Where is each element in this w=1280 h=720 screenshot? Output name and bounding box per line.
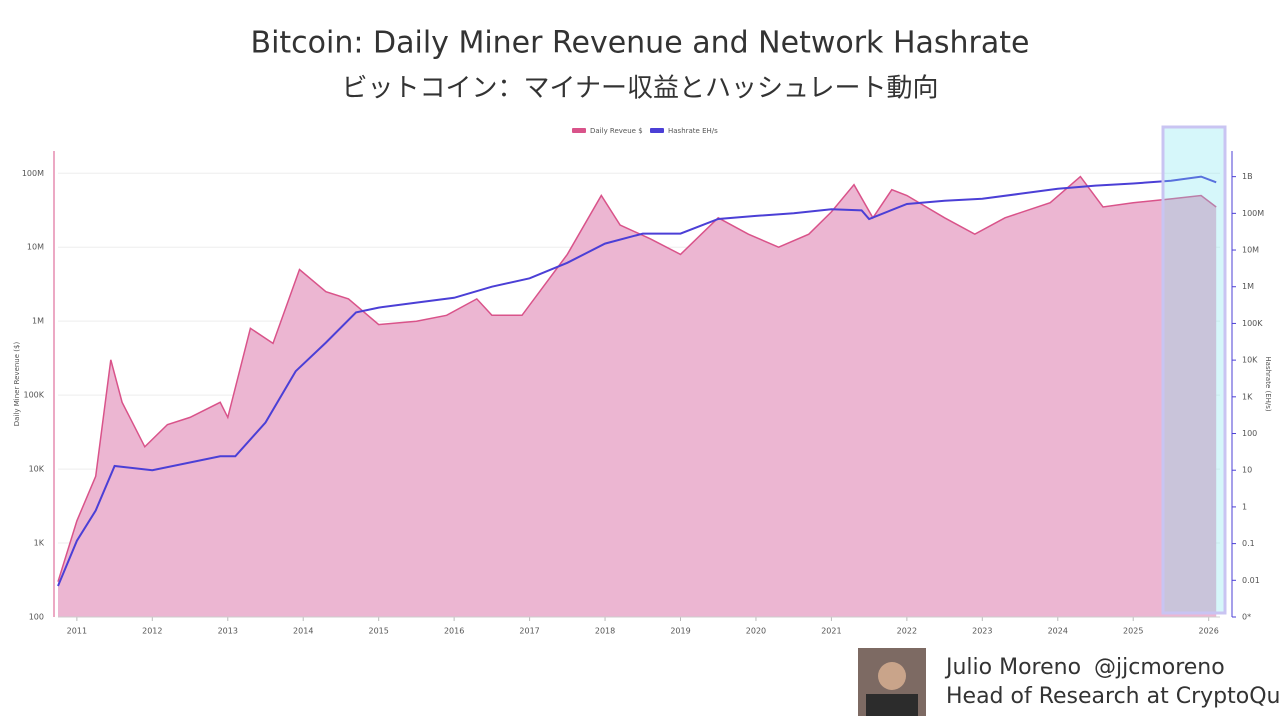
y2-tick-label: 1K — [1242, 392, 1253, 401]
author-handle: @jjcmoreno — [1094, 655, 1225, 680]
y-tick-label: 1M — [32, 317, 44, 326]
x-tick-label: 2025 — [1123, 627, 1143, 636]
title: Bitcoin: Daily Miner Revenue and Network… — [250, 26, 1029, 61]
x-tick-label: 2020 — [746, 627, 766, 636]
highlight-box — [1161, 125, 1227, 615]
author-photo-face — [878, 662, 906, 690]
y-tick-label: 10K — [29, 465, 45, 474]
author-photo-body — [866, 694, 918, 716]
x-tick-label: 2016 — [444, 627, 464, 636]
y-tick-label: 1K — [34, 539, 45, 548]
y2-tick-label: 1 — [1242, 502, 1247, 511]
author-role: Head of Research at CryptoQuant — [946, 684, 1280, 709]
y2-tick-label: 0.01 — [1242, 576, 1260, 585]
y2-tick-label: 10M — [1242, 246, 1259, 255]
y2-axis-label: Hashrate (EH/s) — [1264, 356, 1272, 412]
legend-label: Daily Reveue $ — [590, 127, 643, 135]
y-axis-label: Daily Miner Revenue ($) — [13, 342, 21, 427]
y2-tick-label: 100M — [1242, 209, 1264, 218]
y2-tick-label: 1B — [1242, 172, 1253, 181]
y2-tick-label: 0.1 — [1242, 539, 1255, 548]
x-tick-label: 2012 — [142, 627, 162, 636]
x-tick-label: 2018 — [595, 627, 615, 636]
y2-tick-label: 10 — [1242, 466, 1252, 475]
y-tick-label: 100K — [23, 391, 44, 400]
line — [57, 175, 1217, 587]
x-tick-label: 2026 — [1199, 627, 1219, 636]
x-tick-label: 2021 — [821, 627, 841, 636]
x-tick-label: 2017 — [519, 627, 539, 636]
x-tick-label: 2011 — [67, 627, 87, 636]
y2-tick-label: 10K — [1242, 356, 1258, 365]
y-tick-label: 100M — [22, 169, 44, 178]
y-tick-label: 100 — [29, 613, 44, 622]
y2-tick-label: 100K — [1242, 319, 1263, 328]
y2-tick-label: 100 — [1242, 429, 1257, 438]
legend-swatch — [572, 128, 586, 133]
x-tick-label: 2024 — [1048, 627, 1068, 636]
x-tick-label: 2022 — [897, 627, 917, 636]
y-tick-label: 10M — [27, 243, 44, 252]
legend-label: Hashrate EH/s — [668, 127, 718, 135]
area — [58, 176, 1217, 617]
x-tick-label: 2015 — [369, 627, 389, 636]
y2-tick-label: 0* — [1242, 613, 1251, 622]
x-tick-label: 2019 — [670, 627, 690, 636]
x-tick-label: 2013 — [218, 627, 238, 636]
chart: CryptoQuant1001K10K100K1M10M100M0*0.010.… — [13, 125, 1272, 636]
y2-tick-label: 1M — [1242, 282, 1254, 291]
legend-swatch — [650, 128, 664, 133]
x-tick-label: 2014 — [293, 627, 313, 636]
x-tick-label: 2023 — [972, 627, 992, 636]
line — [57, 175, 1217, 582]
author-name: Julio Moreno — [944, 655, 1081, 680]
subtitle: ビットコイン：マイナー収益とハッシュレート動向 — [342, 74, 939, 104]
